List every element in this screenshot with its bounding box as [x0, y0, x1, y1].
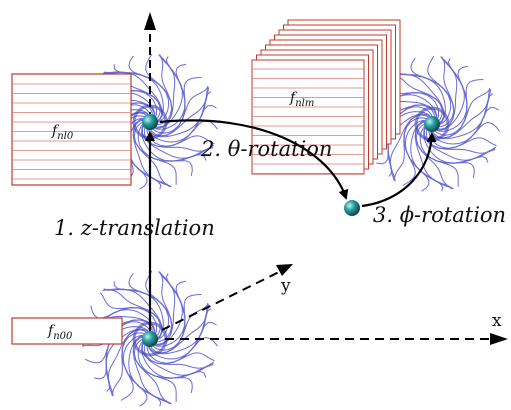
- box-f-nl0-lines: [12, 83, 131, 180]
- y-axis-dashed: [161, 269, 284, 331]
- sphere-top: [142, 114, 158, 130]
- y-axis-arrowhead: [276, 264, 293, 276]
- box-f-nl0-label: fnl0: [51, 123, 74, 142]
- label-theta-rotation: 2. θ-rotation: [200, 137, 332, 161]
- box-f-nl0: fnl0: [11, 73, 132, 186]
- label-z-translation: 1. z-translation: [54, 216, 215, 240]
- phi-rotation-arrow: [361, 132, 437, 208]
- label-phi-rotation: 3. ϕ-rotation: [373, 203, 506, 227]
- box-f-nlm-label: fnlm: [289, 90, 314, 109]
- sphere-right: [424, 116, 440, 132]
- x-axis-arrowhead: [490, 333, 508, 345]
- box-f-n00: fn00: [11, 317, 123, 345]
- z-axis-arrowhead: [144, 12, 156, 30]
- box-f-nlm-layer: [251, 59, 365, 175]
- theta-rotation-arrow: [159, 119, 349, 200]
- label-x-axis: x: [492, 311, 502, 331]
- box-f-nlm-stack: [251, 19, 401, 175]
- field-burst-bottom: [81, 270, 218, 407]
- sphere-bottom: [142, 331, 158, 347]
- label-y-axis: y: [280, 276, 291, 296]
- sphere-middle: [344, 200, 360, 216]
- box-f-n00-label: fn00: [47, 323, 73, 342]
